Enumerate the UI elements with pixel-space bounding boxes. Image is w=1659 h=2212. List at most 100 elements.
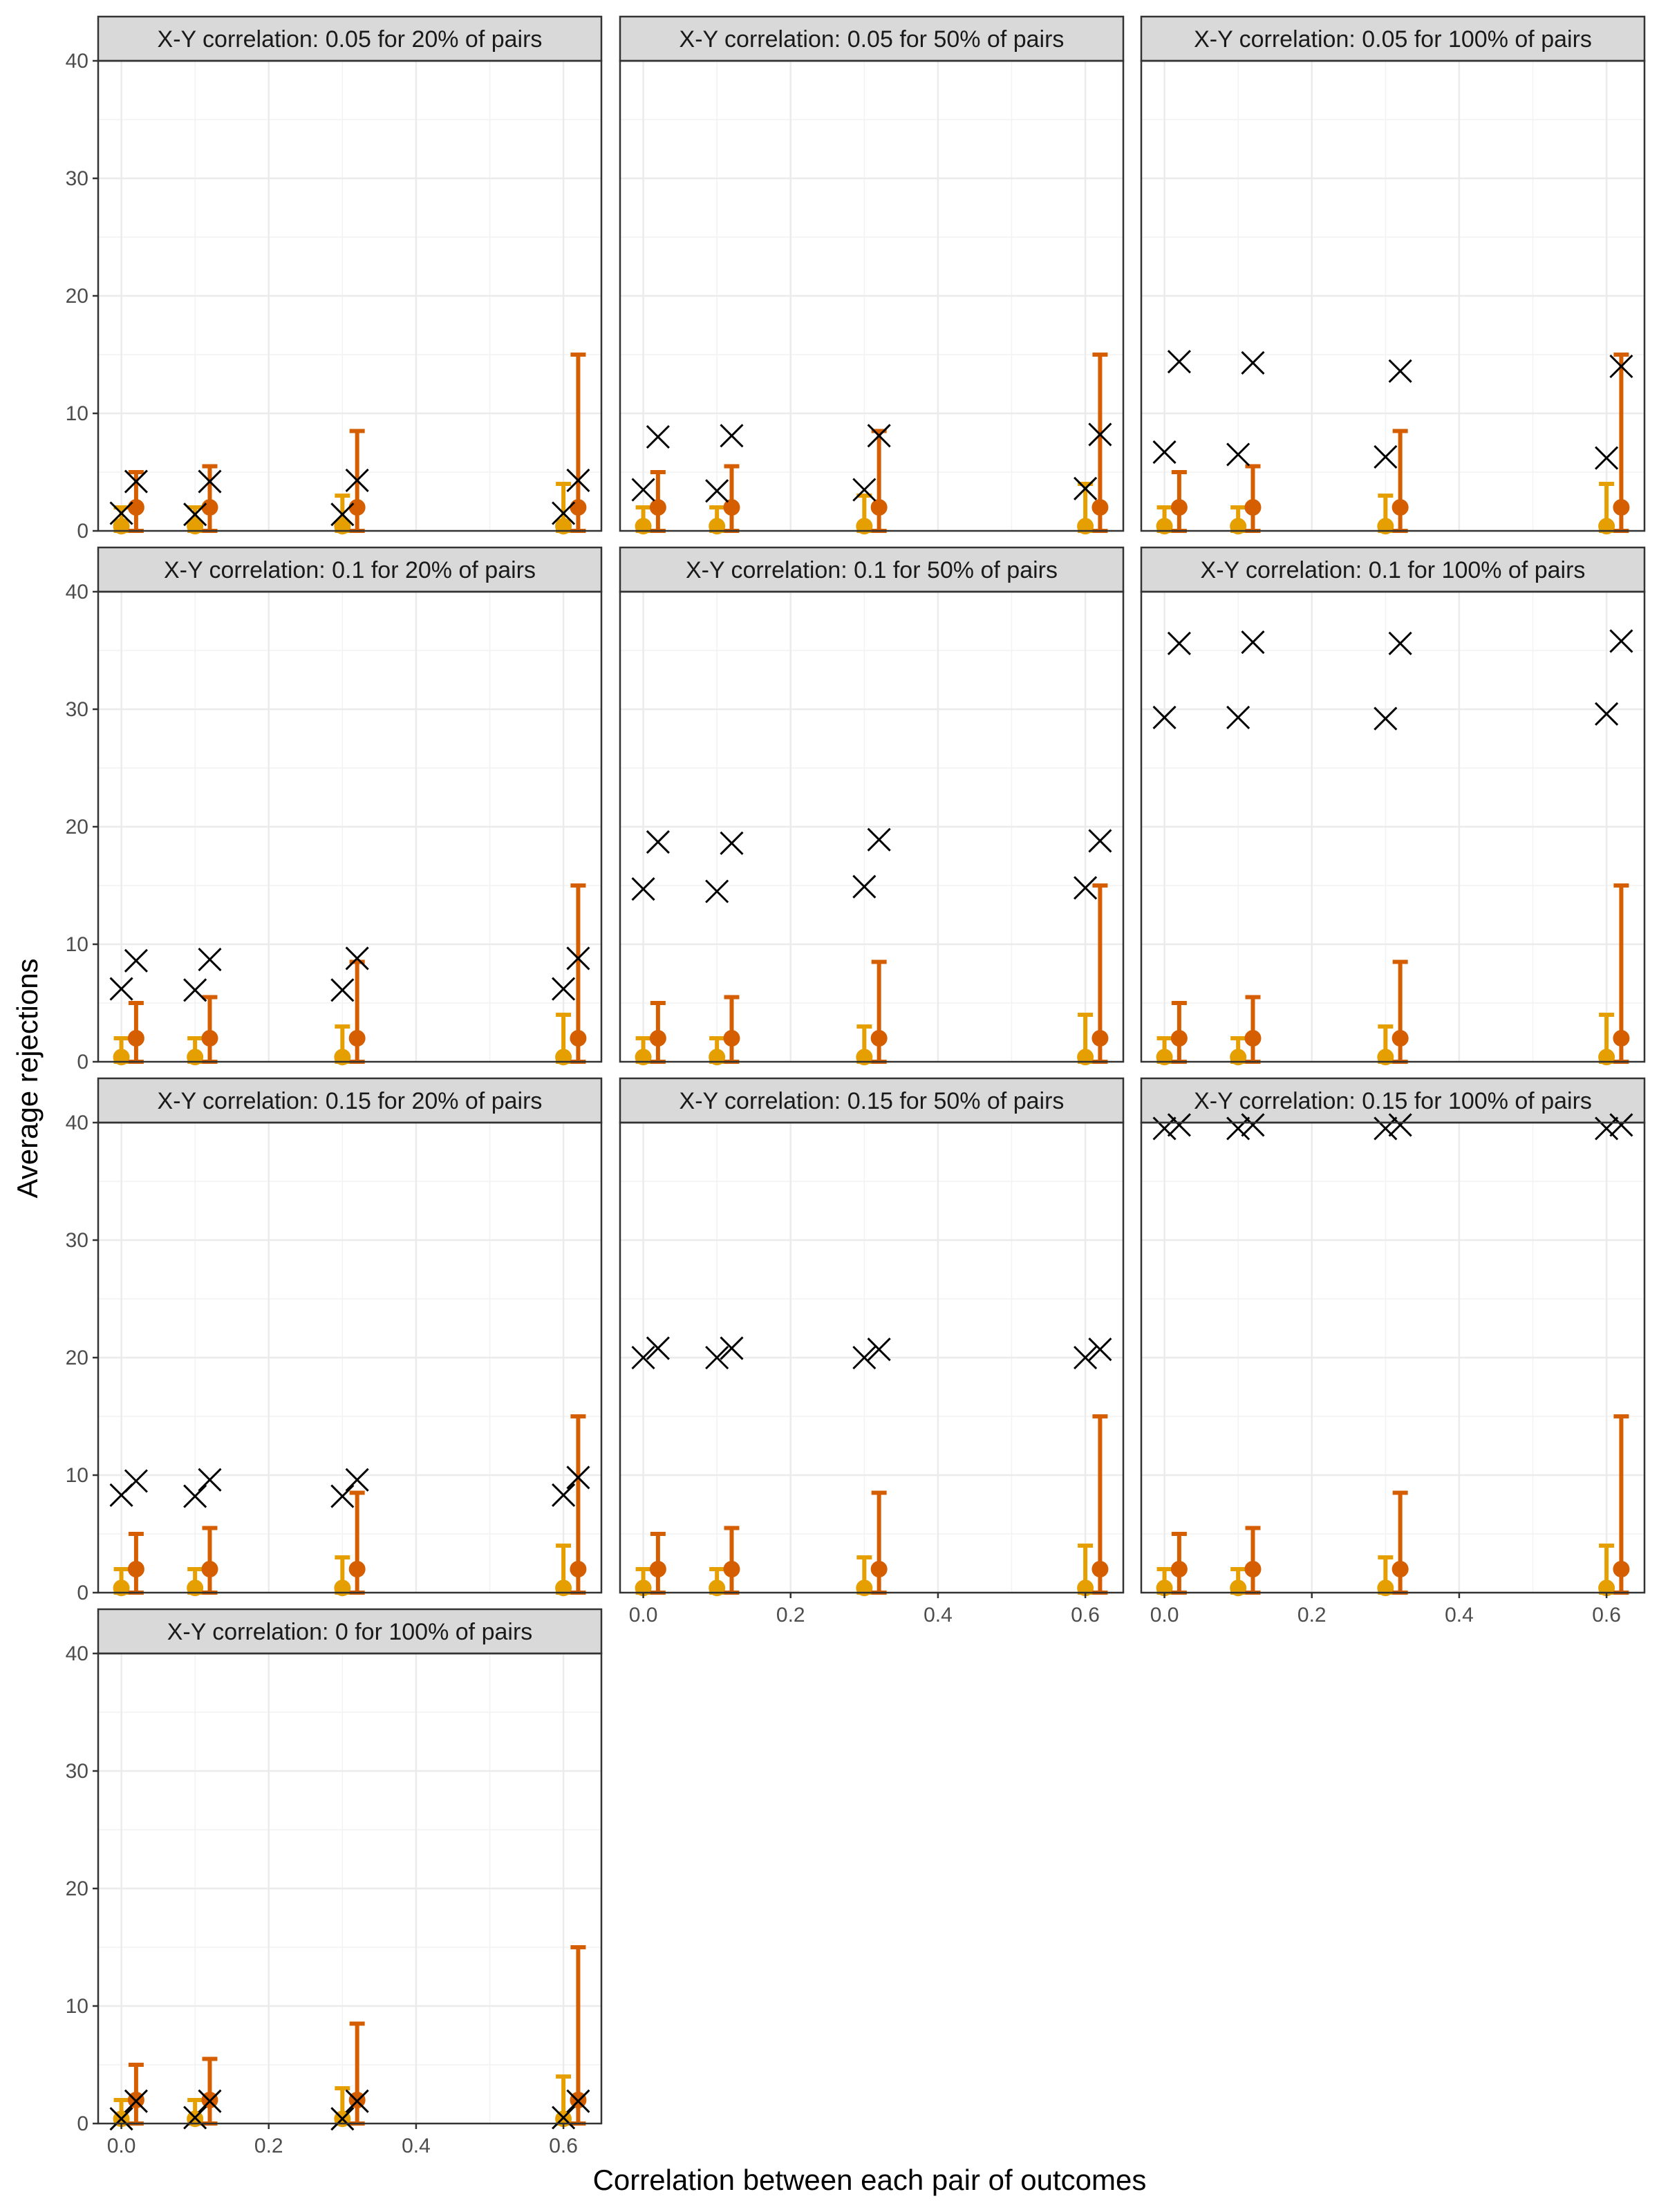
y-tick-label: 20: [66, 1347, 88, 1369]
strip-background: [97, 15, 603, 62]
cross-marker: [867, 424, 891, 448]
x-tick-label: 0.2: [254, 2135, 283, 2157]
data-point: [1091, 499, 1109, 516]
cross-marker: [705, 479, 729, 503]
cross-marker: [1167, 1113, 1191, 1137]
x-tick-label: 0.6: [1071, 1604, 1100, 1627]
data-point: [187, 1580, 204, 1597]
data-point: [870, 1030, 888, 1047]
data-point: [555, 1580, 572, 1597]
cross-marker: [330, 978, 355, 1002]
cross-marker: [183, 1484, 207, 1508]
cross-marker: [566, 468, 590, 492]
cross-marker: [1152, 705, 1177, 729]
data-point: [1170, 1561, 1188, 1577]
cross-marker: [720, 831, 744, 855]
x-axis-title: Correlation between each pair of outcome…: [593, 2164, 1147, 2196]
cross-marker: [566, 946, 590, 971]
data-point: [334, 1049, 351, 1066]
data-point: [1244, 499, 1262, 516]
data-point: [570, 1030, 587, 1047]
panel-border: [1140, 1121, 1646, 1594]
panel-title: X-Y correlation: 0.05 for 100% of pairs: [1194, 26, 1592, 53]
y-tick-label: 10: [66, 402, 88, 425]
y-tick-label: 40: [66, 1642, 88, 1665]
cross-marker: [1152, 1116, 1177, 1141]
data-point: [1377, 1580, 1394, 1597]
data-point: [1244, 1561, 1262, 1577]
data-point: [127, 1030, 144, 1047]
cross-marker: [552, 1483, 576, 1507]
facet-panel: X-Y correlation: 0.05 for 50% of pairs: [619, 15, 1125, 535]
cross-marker: [720, 1336, 744, 1360]
cross-marker: [1595, 1116, 1619, 1141]
y-tick-label: 10: [66, 933, 88, 956]
cross-marker: [1388, 359, 1412, 383]
data-point: [1391, 499, 1409, 516]
data-point: [635, 518, 652, 535]
data-point: [1077, 518, 1094, 535]
cross-marker: [552, 2106, 576, 2130]
cross-marker: [198, 1468, 222, 1492]
data-point: [723, 1561, 740, 1577]
x-tick-label: 0.0: [107, 2135, 136, 2157]
y-tick-label: 10: [66, 1995, 88, 2018]
y-tick-label: 30: [66, 1229, 88, 1252]
y-axis-title: Average rejections: [11, 958, 44, 1198]
cross-marker: [867, 1338, 891, 1362]
cross-marker: [852, 478, 877, 502]
data-point: [1613, 1561, 1630, 1577]
data-point: [709, 1580, 726, 1597]
cross-marker: [1226, 442, 1250, 467]
x-tick-label: 0.2: [1297, 1604, 1327, 1627]
panel-border: [619, 59, 1125, 532]
cross-marker: [1609, 629, 1633, 653]
cross-marker: [1241, 1113, 1265, 1137]
cross-marker: [705, 879, 729, 903]
cross-marker: [566, 1465, 590, 1490]
x-tick-label: 0.6: [1592, 1604, 1621, 1627]
strip-background: [97, 546, 603, 593]
cross-marker: [1595, 446, 1619, 470]
cross-marker: [1074, 876, 1098, 900]
cross-marker: [705, 1345, 729, 1370]
facet-panel: X-Y correlation: 0.15 for 100% of pairs 0…: [1140, 1077, 1646, 1627]
x-tick-label: 0.4: [1445, 1604, 1474, 1627]
panels-layer: X-Y correlation: 0.05 for 20% of pairs 0 1…: [66, 15, 1646, 2157]
cross-marker: [124, 469, 148, 494]
cross-marker: [646, 424, 670, 449]
data-point: [201, 1561, 218, 1577]
data-point: [856, 1580, 873, 1597]
cross-marker: [1595, 702, 1619, 726]
cross-marker: [1609, 354, 1633, 379]
cross-marker: [124, 948, 148, 973]
cross-marker: [1088, 422, 1112, 447]
data-point: [649, 499, 666, 516]
cross-marker: [345, 468, 369, 492]
cross-marker: [1388, 1113, 1412, 1137]
cross-marker: [330, 2107, 355, 2131]
data-point: [1613, 499, 1630, 516]
cross-marker: [1074, 1345, 1098, 1370]
data-point: [870, 499, 888, 516]
data-point: [1598, 518, 1615, 535]
strip-background: [619, 1077, 1125, 1124]
strip-background: [619, 15, 1125, 62]
cross-marker: [1167, 350, 1191, 374]
cross-marker: [198, 2089, 222, 2113]
y-tick-label: 20: [66, 1877, 88, 1900]
cross-marker: [631, 877, 655, 901]
data-point: [1244, 1030, 1262, 1047]
cross-marker: [1088, 829, 1112, 853]
data-point: [1391, 1030, 1409, 1047]
data-point: [201, 499, 218, 516]
data-point: [1170, 499, 1188, 516]
cross-marker: [183, 978, 207, 1002]
cross-marker: [1074, 476, 1098, 500]
data-point: [856, 1049, 873, 1066]
cross-marker: [1241, 350, 1265, 375]
x-tick-label: 0.4: [924, 1604, 953, 1627]
y-tick-label: 40: [66, 581, 88, 603]
data-point: [1091, 1561, 1109, 1577]
y-tick-label: 20: [66, 816, 88, 838]
